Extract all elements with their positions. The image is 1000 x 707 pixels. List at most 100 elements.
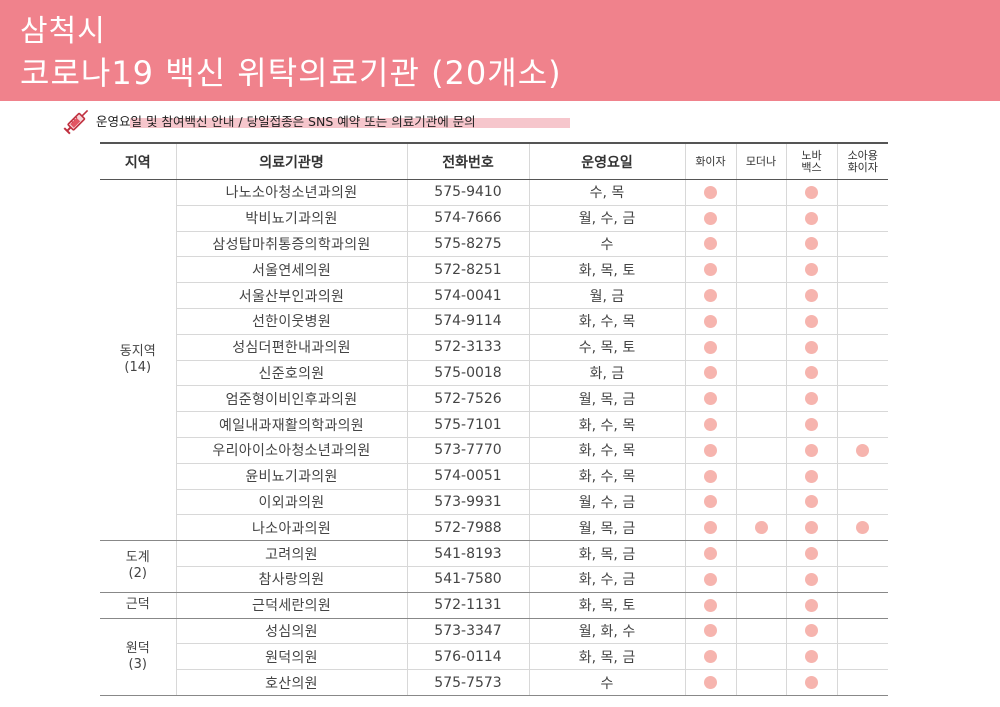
- novavax-cell: [785, 205, 837, 232]
- moderna-cell: [735, 308, 786, 335]
- novavax-cell: [785, 360, 837, 387]
- pfizer-cell: [684, 463, 736, 490]
- moderna-cell: [735, 540, 786, 567]
- clinic-name-cell: 나소아과의원: [175, 514, 407, 542]
- days-cell: 화, 목, 금: [528, 643, 685, 671]
- page-title-city: 삼척시: [20, 14, 106, 49]
- moderna-cell: [735, 437, 786, 464]
- clinic-name-cell: 우리아이소아청소년과의원: [175, 437, 407, 464]
- novavax-cell: [785, 669, 837, 696]
- pfizer-cell: [684, 540, 736, 567]
- days-cell: 수, 목: [528, 179, 685, 206]
- page-title: 코로나19 백신 위탁의료기관 (20개소): [20, 54, 562, 92]
- pfizer-available-dot: [704, 340, 717, 354]
- table-row: 엄준형이비인후과의원 572-7526 월, 목, 금: [100, 385, 888, 413]
- phone-cell: 572-7988: [406, 514, 529, 542]
- pfizer-available-dot: [704, 263, 717, 277]
- pfizer-available-dot: [704, 469, 717, 483]
- phone-cell: 574-9114: [406, 308, 529, 335]
- novavax-available-dot: [805, 443, 818, 457]
- clinic-name-cell: 서울연세의원: [175, 256, 407, 284]
- pfizer-available-dot: [704, 572, 717, 586]
- novavax-cell: [785, 179, 837, 206]
- pfizer-available-dot: [704, 211, 717, 225]
- novavax-cell: [785, 308, 837, 335]
- moderna-cell: [735, 411, 786, 438]
- pfizer-child-available-dot: [856, 443, 870, 457]
- region-cell: 동지역 (14): [100, 179, 176, 542]
- pfizer-child-cell: [836, 592, 888, 619]
- syringe-icon: [63, 109, 89, 135]
- moderna-cell: [735, 669, 786, 696]
- pfizer-child-cell: [836, 437, 888, 464]
- days-cell: 화, 금: [528, 360, 685, 387]
- pfizer-cell: [684, 334, 736, 361]
- clinic-name-cell: 박비뇨기과의원: [175, 205, 407, 232]
- days-cell: 월, 목, 금: [528, 514, 685, 542]
- clinic-name-cell: 신준호의원: [175, 360, 407, 387]
- clinic-name-cell: 엄준형이비인후과의원: [175, 385, 407, 413]
- novavax-cell: [785, 540, 837, 567]
- pfizer-available-dot: [704, 418, 717, 432]
- table-header-row: 지역 의료기관명 전화번호 운영요일 화이자 모더나 노바 백스 소아용 화이자: [100, 142, 888, 180]
- region-cell: 원덕 (3): [100, 618, 176, 696]
- pfizer-cell: [684, 360, 736, 387]
- pfizer-child-cell: [836, 643, 888, 671]
- moderna-cell: [735, 282, 786, 309]
- pfizer-available-dot: [704, 289, 717, 303]
- days-cell: 월, 수, 금: [528, 205, 685, 232]
- phone-cell: 572-3133: [406, 334, 529, 361]
- days-cell: 월, 금: [528, 282, 685, 309]
- header-region: 지역: [100, 142, 176, 180]
- phone-cell: 574-0041: [406, 282, 529, 309]
- clinic-name-cell: 근덕세란의원: [175, 592, 407, 619]
- pfizer-child-cell: [836, 411, 888, 438]
- pfizer-cell: [684, 231, 736, 258]
- table-row: 동지역 (14) 나노소아청소년과의원 575-9410 수, 목: [100, 179, 888, 542]
- days-cell: 화, 수, 금: [528, 566, 685, 593]
- table-row: 서울산부인과의원 574-0041 월, 금: [100, 282, 888, 309]
- pfizer-cell: [684, 256, 736, 284]
- novavax-cell: [785, 643, 837, 671]
- pfizer-cell: [684, 592, 736, 619]
- clinic-name-cell: 나노소아청소년과의원: [175, 179, 407, 206]
- days-cell: 수: [528, 231, 685, 258]
- pfizer-child-cell: [836, 514, 888, 542]
- novavax-available-dot: [805, 547, 818, 561]
- pfizer-available-dot: [704, 495, 717, 509]
- pfizer-available-dot: [704, 598, 717, 612]
- novavax-cell: [785, 437, 837, 464]
- novavax-cell: [785, 566, 837, 593]
- region-cell: 도계 (2): [100, 540, 176, 593]
- pfizer-child-cell: [836, 360, 888, 387]
- header-operating-days: 운영요일: [528, 142, 685, 180]
- phone-cell: 541-7580: [406, 566, 529, 593]
- novavax-available-dot: [805, 572, 818, 586]
- novavax-available-dot: [805, 676, 818, 690]
- novavax-available-dot: [805, 340, 818, 354]
- pfizer-cell: [684, 385, 736, 413]
- pfizer-available-dot: [704, 521, 717, 535]
- pfizer-cell: [684, 411, 736, 438]
- pfizer-cell: [684, 308, 736, 335]
- notice-text: 운영요일 및 참여백신 안내 / 당일접종은 SNS 예약 또는 의료기관에 문…: [96, 114, 476, 129]
- clinic-name-cell: 원덕의원: [175, 643, 407, 671]
- pfizer-available-dot: [704, 676, 717, 690]
- moderna-cell: [735, 231, 786, 258]
- days-cell: 화, 수, 목: [528, 411, 685, 438]
- clinic-name-cell: 성심의원: [175, 618, 407, 645]
- pfizer-cell: [684, 669, 736, 696]
- phone-cell: 574-7666: [406, 205, 529, 232]
- pfizer-cell: [684, 514, 736, 542]
- novavax-cell: [785, 256, 837, 284]
- novavax-cell: [785, 411, 837, 438]
- moderna-cell: [735, 179, 786, 206]
- pfizer-cell: [684, 205, 736, 232]
- phone-cell: 574-0051: [406, 463, 529, 490]
- phone-cell: 575-7573: [406, 669, 529, 696]
- phone-cell: 573-9931: [406, 489, 529, 516]
- phone-cell: 572-7526: [406, 385, 529, 413]
- novavax-available-dot: [805, 495, 818, 509]
- table-row: 근덕 근덕세란의원 572-1131 화, 목, 토: [100, 592, 888, 619]
- pfizer-child-cell: [836, 205, 888, 232]
